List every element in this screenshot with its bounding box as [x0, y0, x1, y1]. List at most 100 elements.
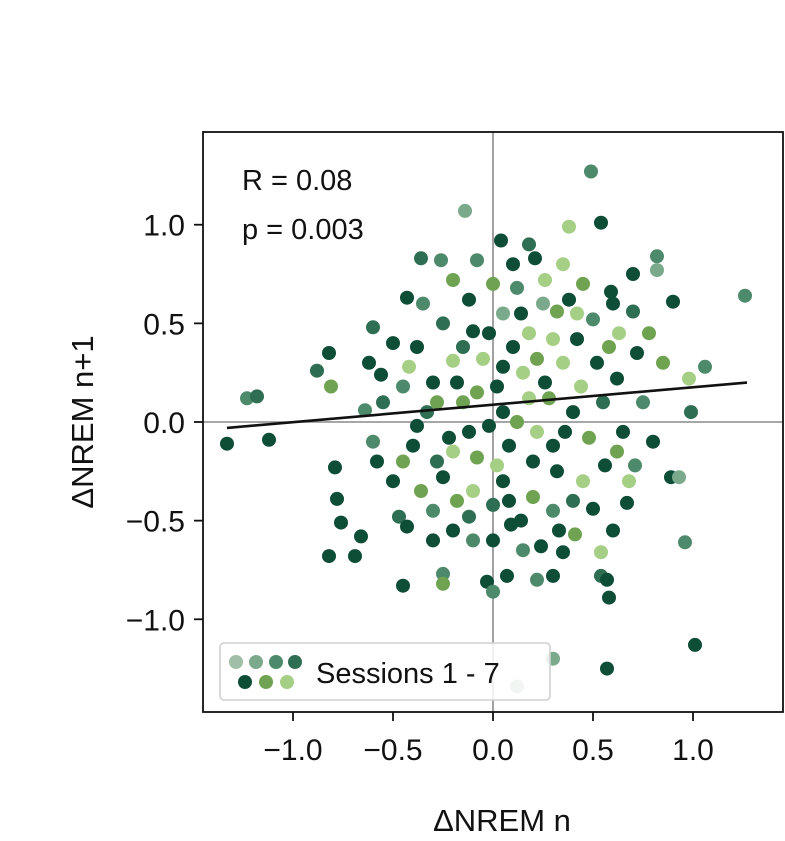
data-point: [606, 523, 620, 538]
x-tick-label: 0.5: [572, 734, 614, 767]
data-point: [596, 395, 610, 410]
data-point: [462, 292, 476, 307]
data-point: [250, 389, 264, 404]
data-point: [562, 219, 576, 234]
data-point: [470, 450, 484, 465]
data-point: [610, 371, 624, 386]
data-point: [666, 294, 680, 309]
data-point: [324, 379, 338, 394]
data-point: [506, 340, 520, 354]
data-point: [546, 503, 560, 518]
data-point: [410, 340, 424, 354]
data-point: [598, 458, 612, 473]
data-point: [334, 515, 348, 530]
data-point: [546, 438, 560, 453]
data-point: [490, 458, 504, 473]
data-point: [522, 237, 536, 252]
data-point: [610, 444, 624, 459]
data-point: [566, 405, 580, 420]
data-point: [496, 474, 510, 489]
data-point: [490, 379, 504, 394]
data-point: [446, 273, 460, 287]
data-point: [576, 276, 590, 291]
data-point: [392, 509, 406, 524]
data-point: [550, 464, 564, 479]
data-point: [482, 418, 496, 433]
data-point: [396, 454, 410, 469]
y-tick-label: 0.0: [143, 407, 185, 440]
data-point: [542, 391, 556, 406]
data-point: [486, 276, 500, 291]
data-point: [528, 251, 542, 266]
data-point: [566, 493, 580, 508]
x-tick-label: −1.0: [263, 734, 322, 767]
data-point: [516, 543, 530, 558]
data-point: [530, 424, 544, 439]
data-point: [406, 438, 420, 453]
y-axis-ticks: −1.0 −0.5 0.0 0.5 1.0: [126, 210, 203, 637]
legend-box: [219, 642, 551, 701]
data-point: [650, 249, 664, 264]
x-tick-label: 1.0: [672, 734, 714, 767]
x-axis-ticks: −1.0 −0.5 0.0 0.5 1.0: [263, 712, 714, 767]
legend-swatch: [249, 655, 263, 669]
data-point: [476, 351, 490, 366]
data-point: [510, 280, 524, 295]
y-axis-label: ΔNREM n+1: [65, 335, 100, 508]
data-point: [466, 324, 480, 339]
data-point: [354, 529, 368, 544]
data-point: [574, 379, 588, 394]
data-point: [420, 405, 434, 420]
data-point: [414, 484, 428, 498]
data-point: [612, 326, 626, 341]
data-point: [628, 458, 642, 473]
data-point: [502, 438, 516, 453]
data-point: [556, 257, 570, 272]
data-point: [396, 578, 410, 593]
data-point: [586, 501, 600, 516]
data-point: [626, 267, 640, 281]
data-point: [370, 454, 384, 469]
data-point: [322, 346, 336, 360]
data-point: [546, 568, 560, 583]
data-point: [600, 572, 614, 587]
data-point: [594, 545, 608, 560]
data-point: [310, 363, 324, 378]
y-tick-label: 0.5: [143, 308, 185, 341]
data-point: [636, 395, 650, 410]
data-point: [386, 336, 400, 351]
data-point: [510, 415, 524, 429]
data-point: [622, 474, 636, 489]
data-point: [446, 353, 460, 368]
data-point: [402, 359, 416, 374]
data-point: [450, 375, 464, 390]
legend-swatch: [280, 675, 294, 689]
data-point: [602, 340, 616, 354]
data-point: [436, 576, 450, 591]
legend-label: Sessions 1 - 7: [316, 658, 500, 690]
legend-swatches: [229, 655, 302, 689]
x-tick-label: 0.0: [472, 734, 514, 767]
data-point: [678, 535, 692, 550]
data-point: [616, 424, 630, 439]
data-point: [558, 424, 572, 439]
data-point: [552, 523, 566, 538]
data-point: [620, 495, 634, 510]
data-point: [482, 326, 496, 341]
data-point: [536, 296, 550, 311]
data-point: [656, 355, 670, 370]
data-point: [626, 304, 640, 319]
data-point: [436, 566, 450, 581]
x-tick-label: −0.5: [363, 734, 422, 767]
data-point: [450, 493, 464, 508]
data-point: [426, 375, 440, 390]
data-point: [604, 284, 618, 299]
data-point: [496, 306, 510, 321]
data-point: [462, 424, 476, 439]
data-point: [586, 312, 600, 327]
data-point: [630, 346, 644, 360]
data-point: [682, 371, 696, 386]
data-point: [582, 430, 596, 445]
data-point: [530, 351, 544, 366]
data-point: [330, 491, 344, 506]
